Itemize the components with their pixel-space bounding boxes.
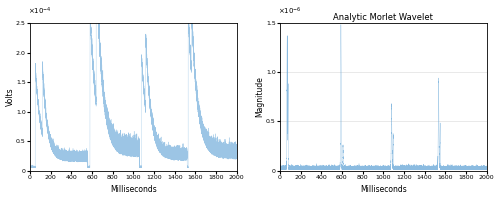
X-axis label: Milliseconds: Milliseconds — [360, 185, 406, 194]
Y-axis label: Volts: Volts — [6, 88, 15, 106]
Y-axis label: Magnitude: Magnitude — [256, 76, 264, 117]
X-axis label: Milliseconds: Milliseconds — [110, 185, 156, 194]
Text: $\times10^{-6}$: $\times10^{-6}$ — [278, 6, 301, 17]
Title: Analytic Morlet Wavelet: Analytic Morlet Wavelet — [334, 13, 433, 22]
Text: $\times10^{-4}$: $\times10^{-4}$ — [28, 6, 52, 17]
